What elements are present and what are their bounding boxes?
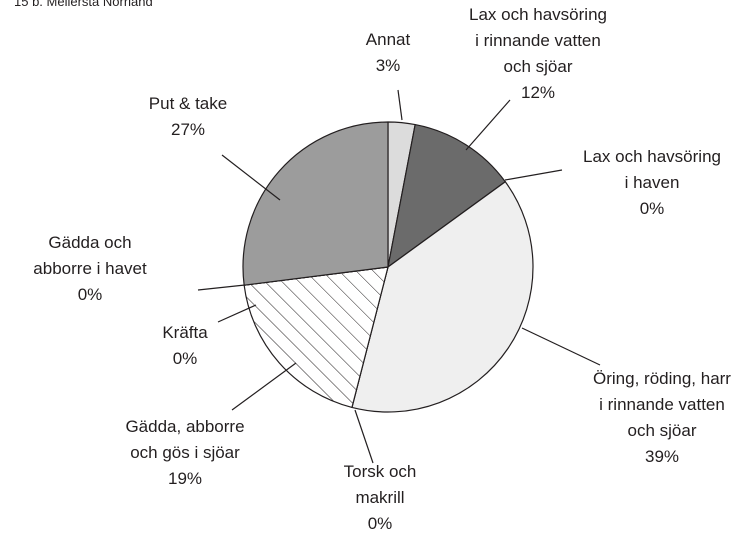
pie-slice: [351, 181, 534, 413]
value-label: 39%: [645, 447, 679, 466]
leader-line: [521, 327, 601, 366]
slice-label: Kräfta: [162, 323, 208, 342]
value-label: 0%: [78, 285, 103, 304]
leader-line: [231, 362, 297, 411]
slice-label: Gädda, abborre och gös i sjöar: [125, 417, 244, 462]
leader-line: [197, 284, 246, 291]
pie-slice: [243, 266, 389, 409]
value-label: 0%: [173, 349, 198, 368]
pie-slice: [242, 121, 389, 286]
slice-label: Torsk och makrill: [344, 462, 417, 507]
slice-label: Lax och havsöring i rinnande vatten och sj…: [469, 5, 607, 76]
leader-line: [397, 89, 403, 121]
leader-line: [504, 169, 563, 181]
leader-line: [217, 304, 257, 323]
leader-line: [465, 99, 511, 151]
slice-label: Lax och havsöring i haven: [583, 147, 721, 192]
slice-label: Annat: [366, 30, 411, 49]
leader-line: [354, 409, 374, 464]
leader-line: [221, 154, 281, 201]
value-label: 0%: [640, 199, 665, 218]
value-label: 12%: [521, 83, 555, 102]
value-label: 19%: [168, 469, 202, 488]
value-label: 0%: [368, 514, 393, 533]
value-label: 3%: [376, 56, 401, 75]
slice-label: Öring, röding, harr i rinnande vatten och …: [593, 369, 731, 440]
slice-label: Gädda och abborre i havet: [33, 233, 147, 278]
chart-title: 15 b. Mellersta Norrland: [14, 0, 153, 9]
slice-label: Put & take: [149, 94, 227, 113]
pie-slice: [387, 123, 506, 268]
value-label: 27%: [171, 120, 205, 139]
